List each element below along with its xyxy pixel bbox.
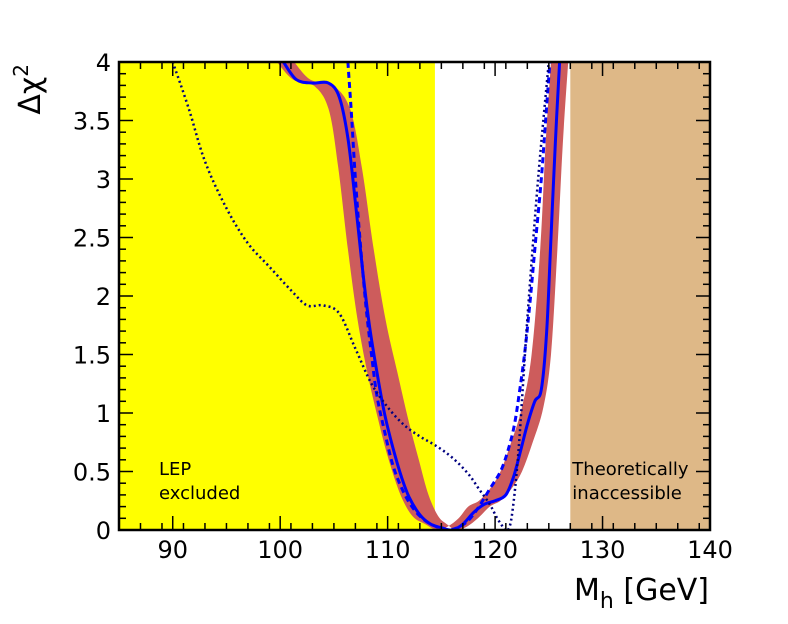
shaded-regions (119, 62, 710, 530)
tick-labels: 90 100 110 120 130 140 0 0.5 1 1.5 2 2.5 3 3.5 4 (73, 49, 733, 564)
x-tick-label: 100 (257, 536, 303, 564)
region-label-0-0: LEP (159, 459, 191, 480)
region-label-1-1: inaccessible (572, 483, 682, 504)
series-dotted (171, 62, 551, 530)
region-1 (570, 62, 710, 530)
x-tick-label: 140 (687, 536, 733, 564)
series-central (282, 62, 562, 530)
x-axis-title-sub: h (600, 589, 614, 614)
y-tick-label: 3.5 (73, 108, 111, 136)
x-axis-title-unit: [GeV] (614, 573, 709, 608)
y-axis-title: Δχ2 (9, 64, 48, 115)
y-tick-label: 2.5 (73, 225, 111, 253)
y-axis-title-sup: 2 (9, 64, 33, 77)
x-tick-label: 120 (472, 536, 518, 564)
region-0 (119, 62, 435, 530)
x-tick-label: 90 (157, 536, 188, 564)
data-series (171, 62, 569, 530)
y-tick-label: 0.5 (73, 459, 111, 487)
y-tick-label: 2 (96, 283, 111, 311)
series-band (277, 62, 569, 530)
x-axis-title-main: M (574, 573, 600, 608)
region-label-1-0: Theoretically (571, 459, 689, 480)
y-tick-label: 4 (96, 49, 111, 77)
axis-ticks (118, 61, 711, 531)
y-axis-title-main: Δχ (13, 77, 48, 115)
y-tick-label: 3 (96, 166, 111, 194)
x-tick-label: 130 (580, 536, 626, 564)
y-tick-label: 1.5 (73, 342, 111, 370)
x-tick-label: 110 (365, 536, 411, 564)
series-dashed (346, 62, 552, 530)
y-tick-label: 1 (96, 400, 111, 428)
x-axis-title: Mh [GeV] (574, 573, 709, 614)
y-tick-label: 0 (96, 517, 111, 545)
region-label-0-1: excluded (159, 483, 240, 504)
region-labels: LEP excluded Theoretically inaccessible (159, 459, 689, 504)
